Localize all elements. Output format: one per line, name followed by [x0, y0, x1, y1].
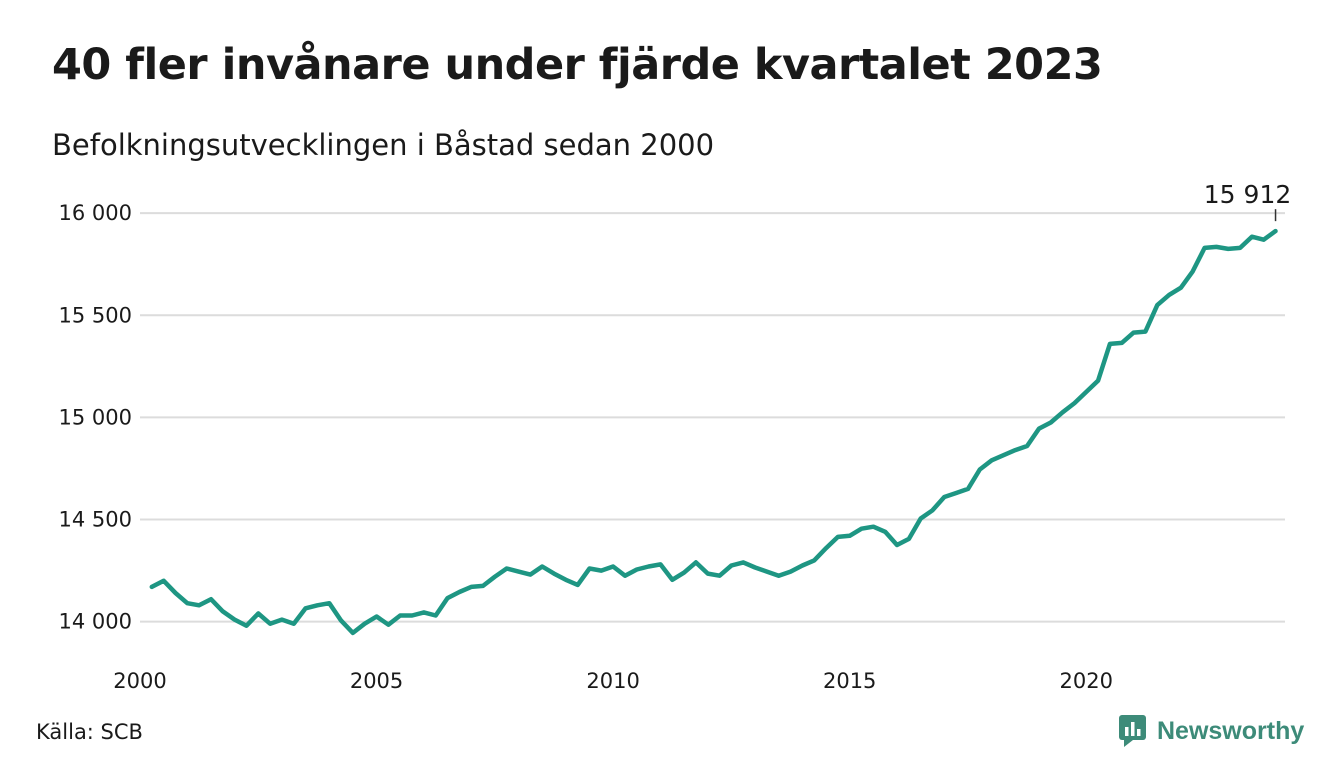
grid-lines [140, 212, 1285, 623]
y-tick-label: 15 000 [59, 405, 132, 429]
population-series-line [149, 228, 1278, 636]
x-tick-label: 2000 [113, 669, 166, 693]
chart-title: 40 fler invånare under fjärde kvartalet … [52, 40, 1103, 90]
y-tick-label: 16 000 [59, 201, 132, 225]
y-axis-tick-labels: 14 000 14 500 15 000 15 500 16 000 [59, 201, 132, 633]
newsworthy-logo-icon [1119, 715, 1146, 747]
y-tick-label: 15 500 [59, 303, 132, 327]
y-tick-label: 14 500 [59, 508, 132, 532]
brand-name: Newsworthy [1157, 716, 1305, 745]
chart-subtitle: Befolkningsutvecklingen i Båstad sedan 2… [52, 128, 715, 162]
y-tick-label: 14 000 [59, 610, 132, 634]
end-value-label: 15 912 [1204, 180, 1291, 209]
x-tick-label: 2010 [586, 669, 639, 693]
x-tick-label: 2020 [1060, 669, 1113, 693]
source-note: Källa: SCB [36, 720, 143, 744]
x-axis-tick-labels: 2000 2005 2010 2015 2020 [113, 669, 1113, 693]
x-tick-label: 2005 [350, 669, 403, 693]
x-tick-label: 2015 [823, 669, 876, 693]
brand-logo: Newsworthy [1118, 714, 1304, 748]
